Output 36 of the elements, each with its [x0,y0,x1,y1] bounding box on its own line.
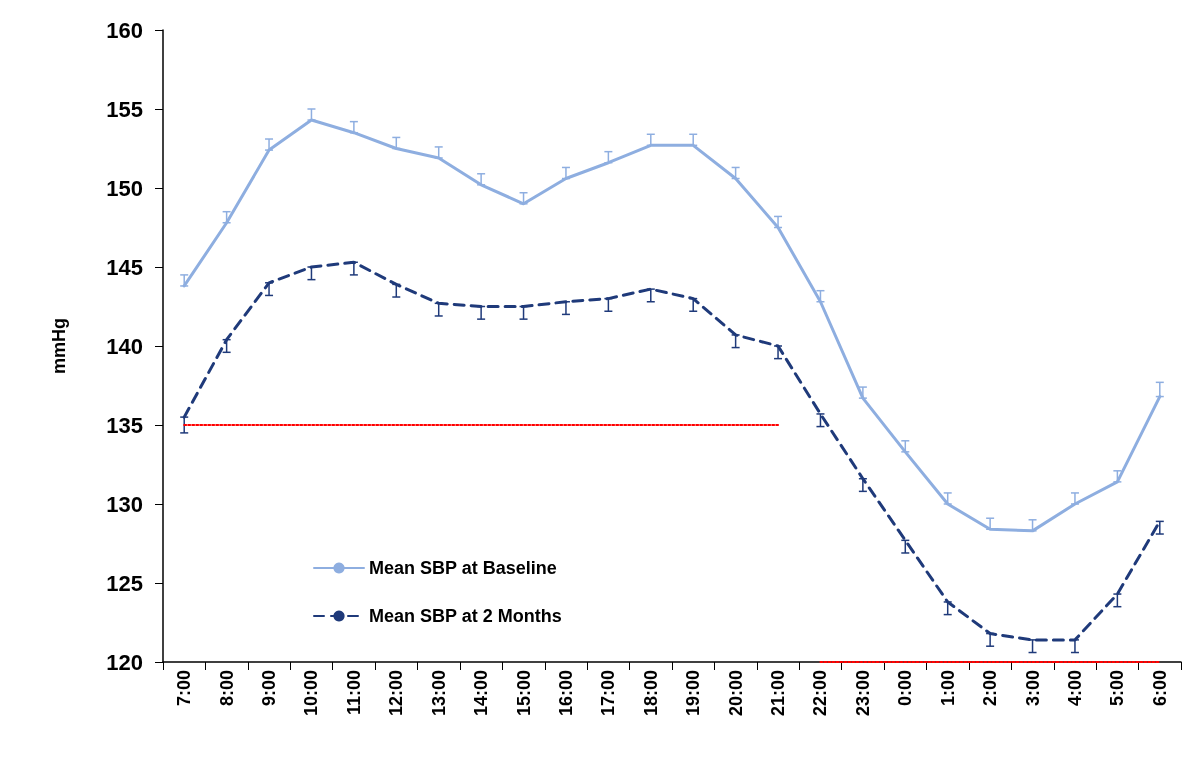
x-tick-label: 20:00 [725,670,746,717]
x-tick-label: 9:00 [259,670,280,707]
x-tick-label: 4:00 [1064,670,1085,707]
y-tick-label: 140 [106,333,143,359]
x-tick-label: 1:00 [937,670,958,707]
x-tick-label: 7:00 [174,670,195,707]
x-tick-label: 13:00 [428,670,449,717]
y-tick-label: 160 [106,17,143,43]
x-tick-label: 2:00 [980,670,1001,707]
x-tick-label: 18:00 [640,670,661,717]
x-tick-label: 8:00 [216,670,237,707]
x-tick-label: 17:00 [598,670,619,717]
y-tick-label: 135 [106,412,143,438]
x-tick-label: 22:00 [810,670,831,717]
x-tick-label: 6:00 [1149,670,1170,707]
y-tick-label: 150 [106,175,143,201]
x-tick-label: 3:00 [1022,670,1043,707]
x-tick-label: 10:00 [301,670,322,717]
x-tick-label: 5:00 [1107,670,1128,707]
y-tick-label: 145 [106,254,143,280]
y-tick-label: 155 [106,96,143,122]
x-tick-label: 0:00 [895,670,916,707]
y-tick-label: 120 [106,649,143,675]
x-tick-label: 12:00 [386,670,407,717]
x-tick-label: 23:00 [852,670,873,717]
x-tick-label: 11:00 [343,670,364,716]
x-tick-label: 19:00 [683,670,704,717]
x-tick-label: 16:00 [555,670,576,717]
y-axis-title: mmHg [49,317,69,375]
x-tick-label: 15:00 [513,670,534,717]
x-tick-label: 14:00 [471,670,492,717]
legend-label: Mean SBP at 2 Months [369,606,562,626]
x-tick-label: 21:00 [768,670,789,717]
y-tick-label: 130 [106,491,143,517]
legend-label: Mean SBP at Baseline [369,558,557,578]
y-tick-label: 125 [106,570,143,596]
